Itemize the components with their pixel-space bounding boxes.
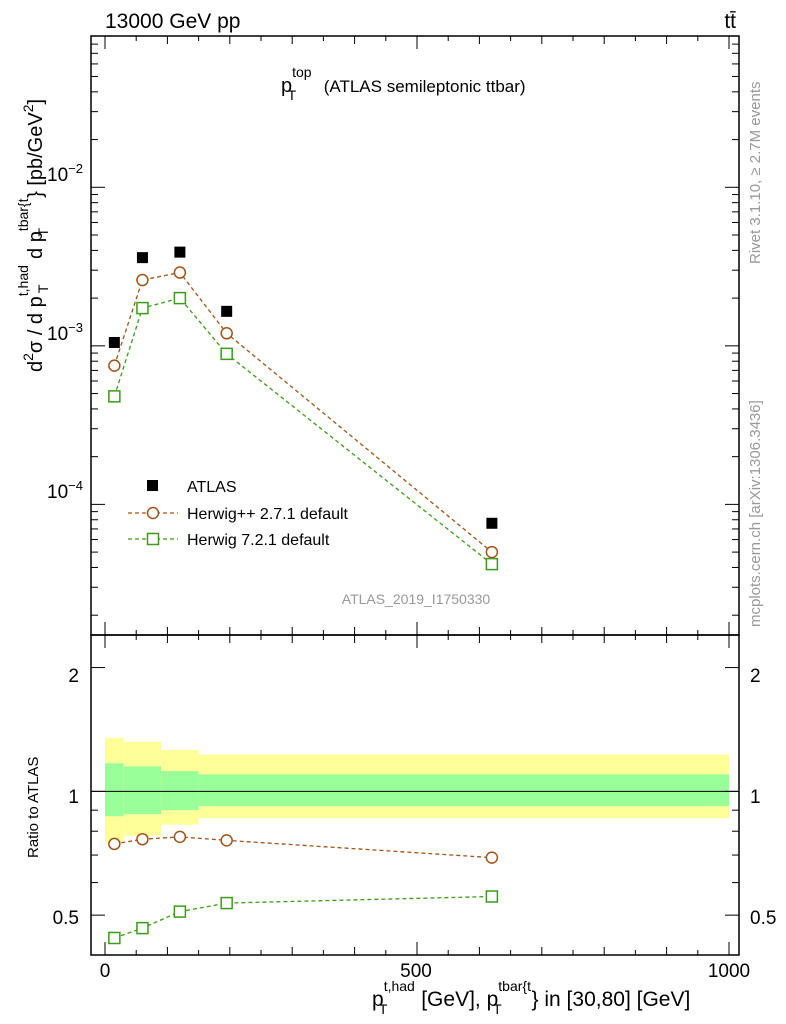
x-axis-label: pt,had T [GeV], ptbar{t T} in [30,80] [GeV… <box>372 978 690 1017</box>
ratio-uncertainty-bands <box>105 737 730 843</box>
ratio-point-herwigpp <box>136 832 149 846</box>
legend-label-herwigpp: Herwig++ 2.7.1 default <box>187 506 349 523</box>
main-y-tick-labels: 10−2 10−3 10−4 <box>47 161 83 503</box>
plot-title-sup: top <box>292 64 312 80</box>
ratio-y-tick-left-2: 2 <box>68 666 79 687</box>
data-point-herwigpp <box>173 266 187 279</box>
data-point-herwig7 <box>220 347 233 361</box>
header-process: tt̄ <box>724 10 736 33</box>
legend-label-herwig7: Herwig 7.2.1 default <box>187 532 330 549</box>
ratio-x-tick-labels: 0 500 1000 <box>100 961 750 982</box>
x-tick-label-1000: 1000 <box>708 961 750 982</box>
ratio-band-inner <box>198 774 730 807</box>
data-point-herwigpp <box>136 273 149 287</box>
analysis-label: ATLAS_2019_I1750330 <box>342 591 491 607</box>
y-tick-label-1e-3: 10−3 <box>47 320 83 345</box>
main-y-axis-label: d2σ / d pt,had T d ptbar{tT} [pb/GeV2] <box>15 99 51 372</box>
ratio-point-herwig7 <box>108 931 121 945</box>
rivet-version-label: Rivet 3.1.10, ≥ 2.7M events <box>747 82 764 265</box>
x-tick-label-500: 500 <box>400 961 432 982</box>
ratio-point-herwigpp <box>220 834 233 847</box>
ratio-y-tick-left-05: 0.5 <box>53 908 79 929</box>
legend: ATLAS Herwig++ 2.7.1 default Herwig 7.2.… <box>128 479 349 549</box>
ratio-y-tick-labels: 2 1 0.5 2 1 0.5 <box>53 666 777 929</box>
data-point-herwig7 <box>173 291 187 305</box>
data-point-atlas <box>486 517 498 529</box>
ratio-band-inner <box>123 766 162 815</box>
ratio-band-inner <box>161 771 199 811</box>
legend-marker-herwig7 <box>146 532 160 546</box>
data-point-herwigpp <box>108 359 121 372</box>
ratio-plot-frame <box>90 634 740 956</box>
data-point-herwig7 <box>136 301 149 315</box>
y-tick-label-1e-2: 10−2 <box>47 161 83 186</box>
ratio-series-line-0 <box>114 836 492 859</box>
main-series-line-2 <box>113 297 493 565</box>
ratio-y-tick-left-1: 1 <box>68 787 79 808</box>
ratio-plot-panel: 2 1 0.5 2 1 0.5 Ratio to ATLAS 0 500 100… <box>25 634 777 1017</box>
ratio-axis-ticks <box>91 635 739 955</box>
data-point-herwigpp <box>220 327 233 340</box>
plot-title-p: p <box>281 75 292 97</box>
ratio-point-herwigpp <box>108 837 121 851</box>
y-tick-label-1e-4: 10−4 <box>47 478 83 503</box>
data-point-herwig7 <box>108 390 121 403</box>
main-plot-panel: 10−2 10−3 10−4 ptop T (ATLAS semileptonic… <box>15 35 740 636</box>
data-point-herwig7 <box>485 557 499 571</box>
legend-marker-herwigpp <box>146 506 160 520</box>
ratio-point-herwigpp <box>173 830 187 844</box>
ratio-point-herwig7 <box>220 896 233 910</box>
header-energy: 13000 GeV pp <box>105 10 240 33</box>
plot-title: ptop T (ATLAS semileptonic ttbar) <box>281 64 526 103</box>
ratio-point-herwigpp <box>485 851 499 864</box>
data-point-atlas <box>221 305 233 317</box>
plot-title-sub: T <box>288 87 297 103</box>
ratio-point-herwig7 <box>173 905 187 918</box>
ratio-band-inner <box>105 763 124 817</box>
main-axis-ticks <box>91 35 739 635</box>
ratio-y-tick-right-1: 1 <box>750 787 761 808</box>
ratio-y-tick-right-05: 0.5 <box>750 908 776 929</box>
data-point-atlas <box>136 252 148 264</box>
ratio-point-herwig7 <box>485 890 499 903</box>
mcplots-label: mcplots.cern.ch [arXiv:1306.3436] <box>747 400 764 627</box>
ratio-y-tick-right-2: 2 <box>750 666 761 687</box>
ratio-series-line-1 <box>114 895 492 939</box>
ratio-point-herwig7 <box>136 921 149 935</box>
legend-marker-atlas <box>147 480 158 491</box>
plot-title-rest: (ATLAS semileptonic ttbar) <box>324 77 526 96</box>
ratio-y-axis-label: Ratio to ATLAS <box>25 757 42 858</box>
data-point-atlas <box>174 246 186 258</box>
data-point-atlas <box>108 336 120 348</box>
x-tick-label-0: 0 <box>100 961 111 982</box>
main-series-layer <box>108 246 499 571</box>
data-point-herwigpp <box>485 545 499 559</box>
ratio-series-layer <box>108 830 499 945</box>
legend-label-atlas: ATLAS <box>187 479 237 496</box>
